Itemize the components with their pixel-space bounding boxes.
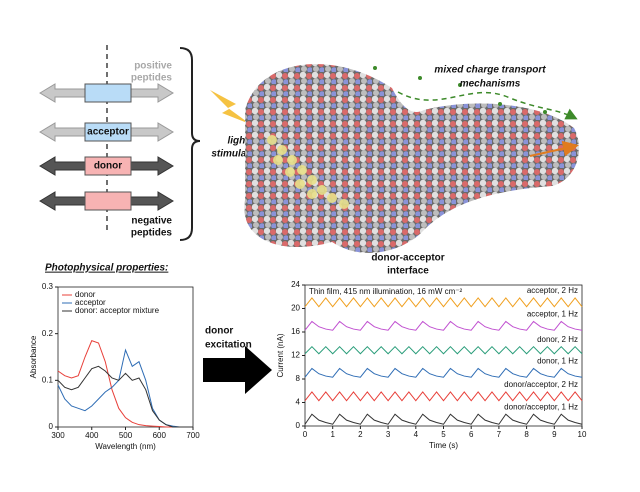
y-tick-label: 8 bbox=[296, 374, 301, 383]
light-label: light bbox=[227, 136, 249, 147]
data-line bbox=[304, 391, 583, 402]
transport-label: mixed charge transport bbox=[434, 65, 546, 76]
y-tick-label: 16 bbox=[291, 327, 300, 336]
positive-label: peptides bbox=[131, 73, 173, 84]
excitation-label: excitation bbox=[205, 340, 252, 351]
y-axis-label: Absorbance bbox=[29, 335, 38, 378]
y-tick-label: 0.2 bbox=[42, 329, 54, 338]
y-tick-label: 20 bbox=[291, 304, 300, 313]
excitation-arrow bbox=[203, 346, 272, 394]
x-tick-label: 8 bbox=[524, 430, 529, 439]
interface-label: donor-acceptor bbox=[371, 253, 444, 264]
x-tick-label: 300 bbox=[51, 431, 65, 440]
series-label: donor, 2 Hz bbox=[537, 335, 578, 344]
legend-label: donor bbox=[75, 290, 96, 299]
y-tick-label: 0.3 bbox=[42, 282, 54, 291]
donor-label: donor bbox=[94, 161, 122, 172]
x-tick-label: 600 bbox=[153, 431, 167, 440]
x-tick-label: 0 bbox=[303, 430, 308, 439]
x-tick-label: 4 bbox=[414, 430, 419, 439]
x-axis-label: Wavelength (nm) bbox=[95, 442, 156, 451]
section-title: Photophysical properties: bbox=[45, 263, 168, 274]
y-axis-label: Current (nA) bbox=[276, 333, 285, 377]
data-line bbox=[57, 348, 193, 428]
x-tick-label: 1 bbox=[330, 430, 335, 439]
negative-label: negative bbox=[131, 216, 172, 227]
series-label: donor/acceptor, 2 Hz bbox=[504, 380, 578, 389]
negative-label: peptides bbox=[131, 228, 173, 239]
x-tick-label: 9 bbox=[552, 430, 557, 439]
data-line bbox=[57, 340, 193, 428]
lightning-icon bbox=[210, 90, 250, 124]
legend-label: donor: acceptor mixture bbox=[75, 306, 160, 315]
molecular-structure bbox=[244, 64, 580, 253]
x-tick-label: 6 bbox=[469, 430, 474, 439]
y-tick-label: 0 bbox=[49, 422, 54, 431]
x-tick-label: 3 bbox=[386, 430, 391, 439]
interface-label: interface bbox=[387, 266, 429, 277]
x-tick-label: 7 bbox=[497, 430, 502, 439]
series-label: acceptor, 1 Hz bbox=[527, 310, 578, 319]
data-line bbox=[304, 367, 583, 378]
y-tick-label: 0 bbox=[296, 421, 301, 430]
x-tick-label: 700 bbox=[186, 431, 200, 440]
positive-label: positive bbox=[134, 61, 172, 72]
x-tick-label: 10 bbox=[578, 430, 587, 439]
legend-label: acceptor bbox=[75, 298, 106, 307]
data-line bbox=[304, 297, 583, 308]
y-tick-label: 0.1 bbox=[42, 375, 54, 384]
series-label: acceptor, 2 Hz bbox=[527, 286, 578, 295]
y-tick-label: 24 bbox=[291, 280, 300, 289]
acceptor-label: acceptor bbox=[87, 127, 129, 138]
excitation-label: donor bbox=[205, 326, 233, 337]
x-tick-label: 400 bbox=[85, 431, 99, 440]
peptide-diagram bbox=[39, 45, 201, 241]
x-tick-label: 5 bbox=[441, 430, 446, 439]
light-label: stimulation bbox=[211, 149, 264, 160]
chart-title: Thin film, 415 nm illumination, 16 mW cm… bbox=[309, 287, 462, 296]
series-label: donor, 1 Hz bbox=[537, 357, 578, 366]
x-tick-label: 2 bbox=[358, 430, 363, 439]
data-line bbox=[304, 413, 583, 425]
y-tick-label: 4 bbox=[296, 398, 301, 407]
series-label: donor/acceptor, 1 Hz bbox=[504, 402, 578, 411]
data-line bbox=[304, 345, 583, 355]
x-tick-label: 500 bbox=[119, 431, 133, 440]
data-line bbox=[304, 320, 583, 331]
transport-label: mechanisms bbox=[460, 79, 521, 90]
data-line bbox=[57, 365, 193, 428]
x-axis-label: Time (s) bbox=[429, 441, 458, 450]
y-tick-label: 12 bbox=[291, 351, 300, 360]
